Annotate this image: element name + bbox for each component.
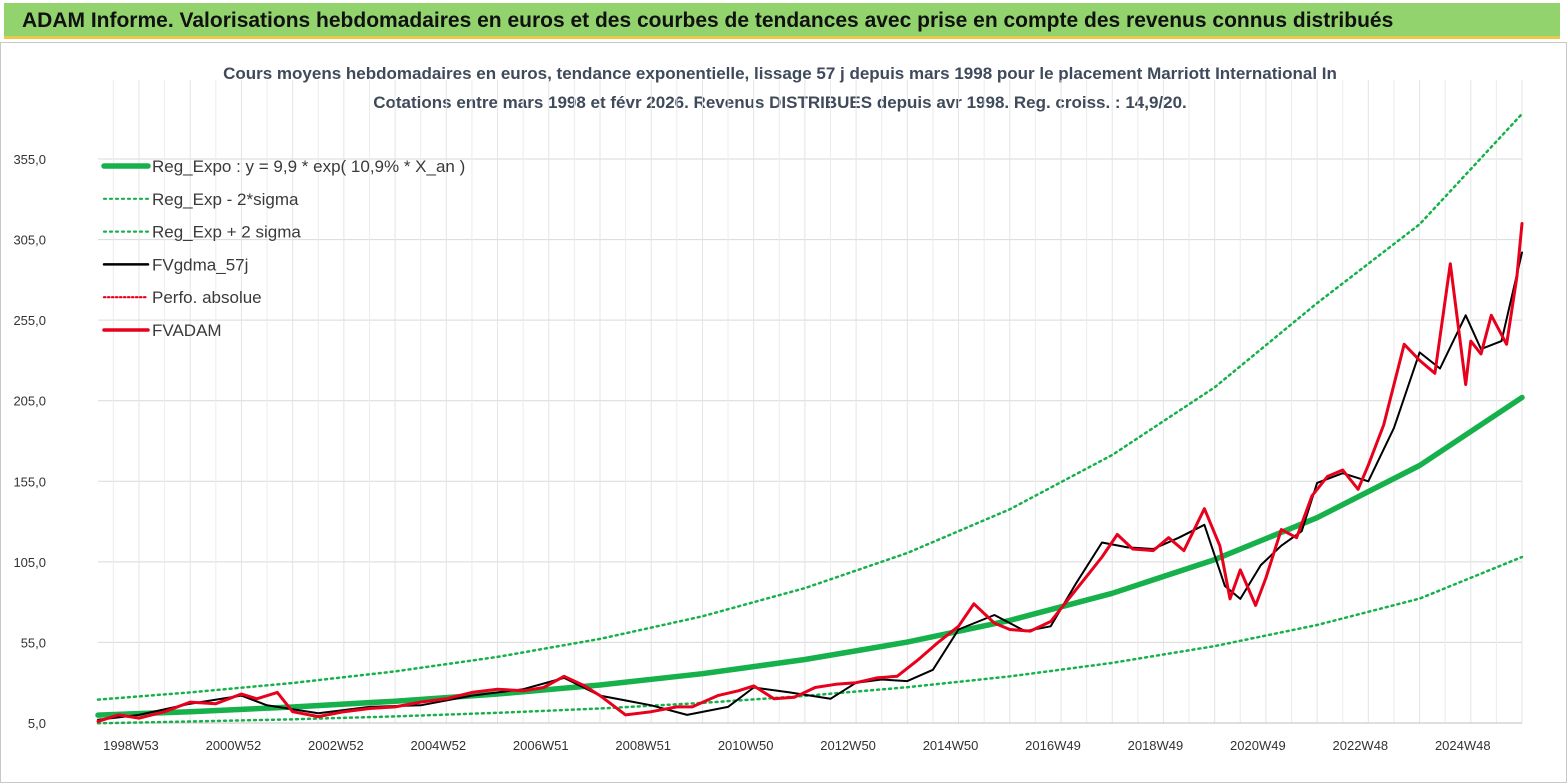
x-tick-label: 2014W50 — [923, 738, 979, 753]
legend-item: Reg_Exp - 2*sigma — [102, 190, 299, 209]
legend-item: FVgdma_57j — [102, 255, 248, 274]
y-axis: 5,0 55,0 105,0 155,0 205,0 255,0 305,0 355,0 — [13, 152, 46, 731]
series-group — [95, 112, 1525, 725]
legend-label: Reg_Expo : y = 9,9 * exp( 10,9% * X_an ) — [152, 157, 465, 176]
legend-label: FVgdma_57j — [152, 255, 248, 274]
legend-label: FVADAM — [152, 321, 222, 340]
y-tick-label: 355,0 — [13, 152, 46, 167]
x-axis: 1998W53 2000W52 2002W52 2004W52 2006W51 2008W… — [103, 738, 1490, 753]
report-header: ADAM Informe. Valorisations hebdomadaire… — [4, 3, 1560, 39]
series-line-0 — [95, 394, 1525, 718]
x-tick-label: 2000W52 — [206, 738, 262, 753]
chart-title: Cours moyens hebdomadaires en euros, ten… — [223, 64, 1337, 83]
x-tick-label: 2010W50 — [718, 738, 774, 753]
legend-item: Reg_Exp + 2 sigma — [102, 223, 301, 242]
y-tick-label: 255,0 — [13, 313, 46, 328]
y-tick-label: 155,0 — [13, 474, 46, 489]
legend-item: Perfo. absolue — [102, 288, 262, 307]
legend-label: Reg_Exp + 2 sigma — [152, 223, 301, 242]
x-tick-label: 2020W49 — [1230, 738, 1286, 753]
legend-label: Perfo. absolue — [152, 288, 262, 307]
series-line-2 — [96, 112, 1524, 701]
y-tick-label: 305,0 — [13, 233, 46, 248]
legend: Reg_Expo : y = 9,9 * exp( 10,9% * X_an )… — [101, 157, 465, 340]
x-tick-label: 2024W48 — [1435, 738, 1491, 753]
series-line-5 — [96, 222, 1524, 723]
x-tick-label: 2004W52 — [410, 738, 466, 753]
x-tick-label: 2002W52 — [308, 738, 364, 753]
x-tick-label: 2022W48 — [1333, 738, 1389, 753]
x-tick-label: 2012W50 — [820, 738, 876, 753]
series-line-3 — [97, 251, 1523, 721]
legend-item: Reg_Expo : y = 9,9 * exp( 10,9% * X_an ) — [101, 157, 465, 176]
chart-subtitle: Cotations entre mars 1998 et févr 2026. … — [373, 93, 1187, 112]
legend-item: FVADAM — [102, 321, 222, 340]
gridlines — [98, 80, 1523, 724]
series-line-1 — [96, 555, 1524, 725]
x-tick-label: 2006W51 — [513, 738, 569, 753]
x-tick-label: 2018W49 — [1128, 738, 1184, 753]
x-tick-label: 1998W53 — [103, 738, 159, 753]
y-tick-label: 205,0 — [13, 394, 46, 409]
y-tick-label: 105,0 — [13, 555, 46, 570]
y-tick-label: 5,0 — [28, 716, 46, 731]
y-tick-label: 55,0 — [21, 635, 46, 650]
legend-label: Reg_Exp - 2*sigma — [152, 190, 299, 209]
x-tick-label: 2008W51 — [615, 738, 671, 753]
x-tick-label: 2016W49 — [1025, 738, 1081, 753]
